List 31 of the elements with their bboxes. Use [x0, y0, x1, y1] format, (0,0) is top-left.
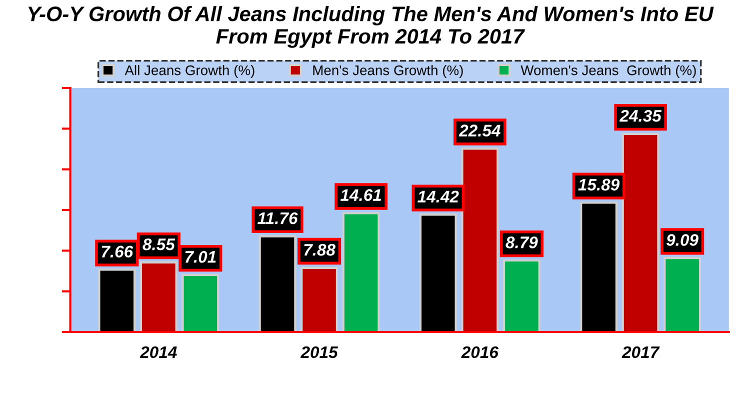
bar [461, 148, 499, 332]
data-label: 11.76 [258, 212, 298, 224]
data-label: 8.79 [506, 236, 538, 248]
x-tick-label: 2014 [140, 346, 177, 358]
x-tick-label: 2016 [461, 346, 499, 358]
bar [502, 259, 540, 332]
legend-label: All Jeans Growth (%) [124, 65, 254, 78]
data-label: 15.89 [578, 178, 620, 191]
data-label: 24.35 [619, 110, 662, 122]
bar [182, 274, 220, 332]
bar [580, 202, 618, 332]
data-label: 8.55 [142, 238, 176, 250]
bar [342, 212, 380, 332]
data-label: 7.01 [185, 250, 216, 263]
bar [140, 261, 178, 332]
data-label: 22.54 [458, 124, 500, 136]
bar [419, 214, 457, 332]
bar [664, 257, 702, 332]
data-label: 7.88 [304, 244, 336, 256]
data-label: 14.42 [418, 190, 459, 202]
bar [300, 266, 338, 332]
data-label: 7.66 [102, 246, 134, 258]
legend-label: Men's Jeans Growth (%) [313, 65, 463, 78]
x-tick-label: 2015 [300, 346, 338, 358]
bar [622, 132, 660, 332]
chart-title: Y-O-Y Growth Of All Jeans Including The Men's And Women's Into EU From Egypt From 2014 To 2017 [28, 6, 714, 48]
data-label: 14.61 [340, 189, 382, 201]
x-tick-label: 2017 [622, 346, 660, 358]
legend-label: Women's Jeans Growth (%) [520, 65, 696, 78]
data-label: 9.09 [666, 234, 698, 246]
bar [98, 268, 136, 332]
